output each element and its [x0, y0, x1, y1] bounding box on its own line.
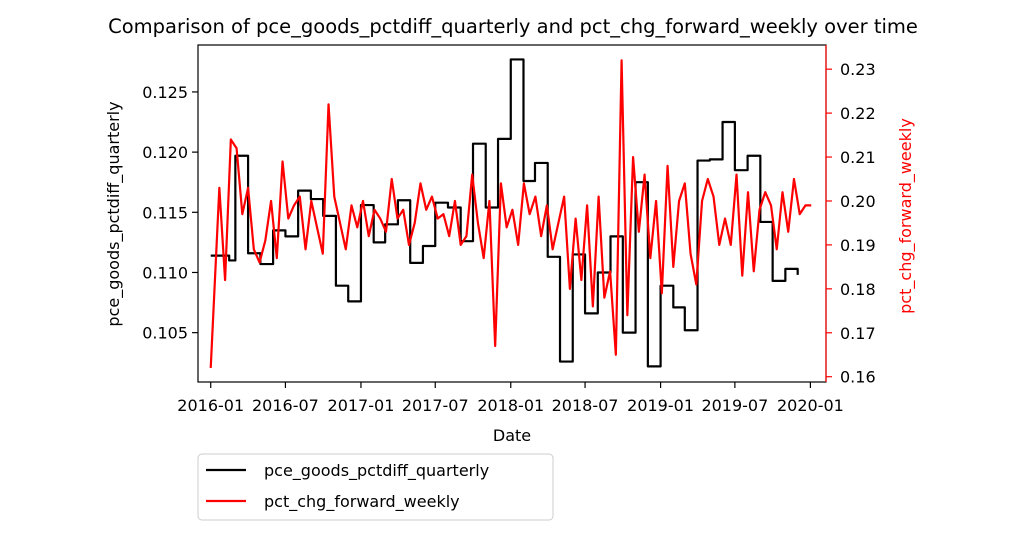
y-left-tick-label: 0.105 [142, 324, 188, 343]
y-right-tick-label: 0.21 [840, 148, 876, 167]
y-axis-right: 0.16 0.17 0.18 0.19 0.20 0.21 0.22 0.23 [826, 60, 876, 387]
series-line-left [210, 58, 799, 368]
x-tick-label: 2019-07 [701, 396, 768, 415]
x-tick-label: 2020-01 [777, 396, 844, 415]
y-axis-right-label: pct_chg_forward_weekly [896, 118, 916, 314]
x-tick-label: 2018-07 [552, 396, 619, 415]
x-tick-label: 2016-01 [177, 396, 244, 415]
chart-title: Comparison of pce_goods_pctdiff_quarterl… [108, 15, 918, 38]
y-right-tick-label: 0.17 [840, 324, 876, 343]
y-axis-left-label: pce_goods_pctdiff_quarterly [104, 101, 124, 326]
y-left-tick-label: 0.115 [142, 203, 188, 222]
legend-frame [197, 453, 554, 521]
legend-label-left-series: pce_goods_pctdiff_quarterly [264, 461, 489, 481]
y-right-tick-label: 0.19 [840, 236, 876, 255]
y-right-tick-label: 0.16 [840, 368, 876, 387]
y-right-tick-label: 0.20 [840, 192, 876, 211]
legend: pce_goods_pctdiff_quarterly pct_chg_forw… [197, 453, 554, 521]
x-tick-label: 2017-07 [402, 396, 469, 415]
x-tick-label: 2016-07 [252, 396, 319, 415]
y-right-tick-label: 0.23 [840, 60, 876, 79]
series-lines [209, 58, 812, 368]
x-tick-label: 2019-01 [627, 396, 694, 415]
series-line-right [209, 59, 812, 368]
y-right-tick-label: 0.22 [840, 104, 876, 123]
x-axis-label: Date [493, 426, 531, 445]
legend-label-right-series: pct_chg_forward_weekly [264, 492, 460, 512]
x-tick-label: 2017-01 [328, 396, 395, 415]
y-left-tick-label: 0.125 [142, 83, 188, 102]
y-axis-left: 0.105 0.110 0.115 0.120 0.125 [142, 83, 198, 343]
y-right-tick-label: 0.18 [840, 280, 876, 299]
y-left-tick-label: 0.110 [142, 263, 188, 282]
x-tick-label: 2018-01 [477, 396, 544, 415]
x-axis: 2016-01 2016-07 2017-01 2017-07 2018-01 2018-… [177, 382, 844, 415]
y-left-tick-label: 0.120 [142, 143, 188, 162]
